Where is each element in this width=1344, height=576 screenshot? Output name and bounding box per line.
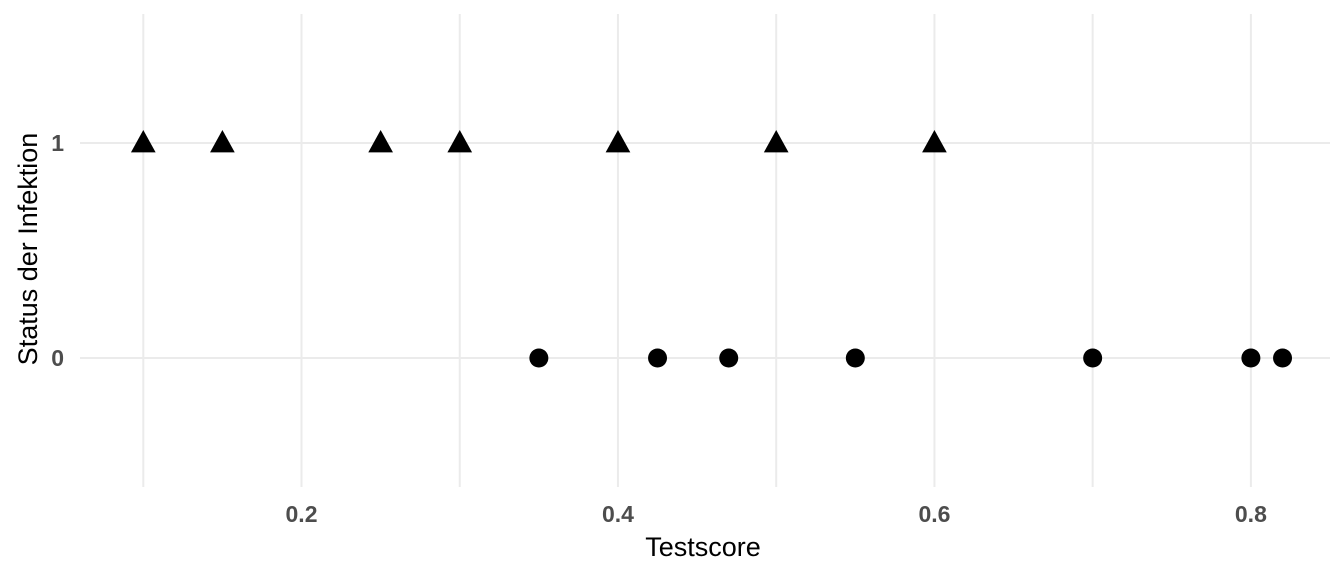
- data-point-triangle: [605, 130, 631, 153]
- data-point-circle: [1273, 348, 1293, 368]
- y-axis-ticks: 01: [51, 130, 64, 371]
- grid: [80, 14, 1330, 487]
- data-point-circle: [648, 348, 668, 368]
- data-point-circle: [1083, 348, 1103, 368]
- y-tick-label: 0: [51, 345, 64, 371]
- x-axis-ticks: 0.2 0.4 0.6 0.8: [286, 501, 1268, 527]
- data-point-triangle: [922, 130, 947, 153]
- x-tick-label: 0.4: [602, 501, 634, 527]
- data-point-circle: [719, 348, 739, 368]
- x-axis-title: Testscore: [645, 532, 761, 562]
- data-point-triangle: [368, 130, 393, 153]
- data-point-circle: [529, 348, 549, 368]
- data-point-triangle: [210, 130, 235, 153]
- x-tick-label: 0.2: [286, 501, 318, 527]
- data-point-triangle: [130, 130, 156, 153]
- data-point-circle: [1241, 348, 1261, 368]
- data-point-triangle: [447, 130, 473, 153]
- data-point-triangle: [763, 130, 789, 153]
- y-axis-title: Status der Infektion: [13, 133, 43, 366]
- y-tick-label: 1: [51, 130, 64, 156]
- x-tick-label: 0.8: [1235, 501, 1267, 527]
- data-point-circle: [845, 348, 865, 368]
- x-tick-label: 0.6: [918, 501, 950, 527]
- data-points: [130, 130, 1293, 368]
